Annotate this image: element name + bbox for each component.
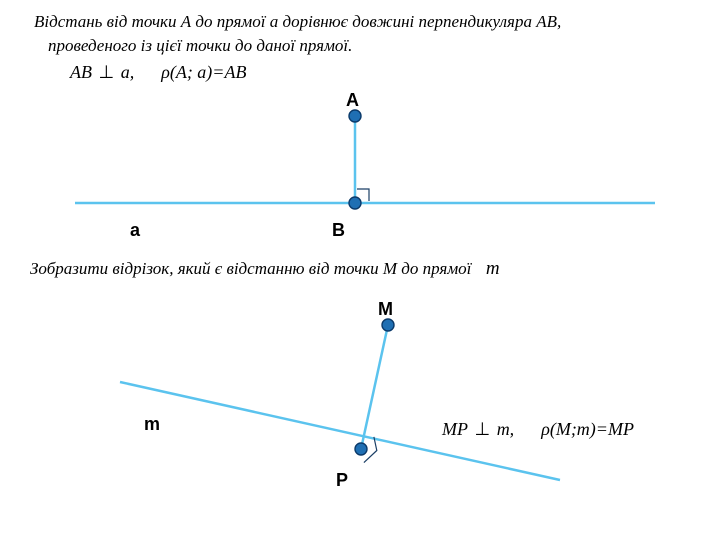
point-a <box>349 110 361 122</box>
task-m: m <box>486 258 500 279</box>
perp-symbol-2: ⊥ <box>473 419 493 439</box>
point-m <box>382 319 394 331</box>
formula-mp-perp-m: МР ⊥ m, ρ(М;m)=МР <box>442 419 634 440</box>
label-point-a: А <box>346 90 359 111</box>
formula2-rho: ρ(М;m)=МР <box>541 419 634 439</box>
label-line-m: m <box>144 414 160 435</box>
label-point-m: М <box>378 299 393 320</box>
label-point-p: Р <box>336 470 348 491</box>
label-line-a: а <box>130 220 140 241</box>
task-text: Зобразити відрізок, який є відстанню від… <box>30 258 500 280</box>
task-main: Зобразити відрізок, який є відстанню від… <box>30 259 471 278</box>
formula2-m-letter: m, <box>497 419 515 439</box>
point-b <box>349 197 361 209</box>
formula2-mp: МР <box>442 419 468 439</box>
segment-mp <box>361 325 388 449</box>
label-point-b: В <box>332 220 345 241</box>
point-p <box>355 443 367 455</box>
